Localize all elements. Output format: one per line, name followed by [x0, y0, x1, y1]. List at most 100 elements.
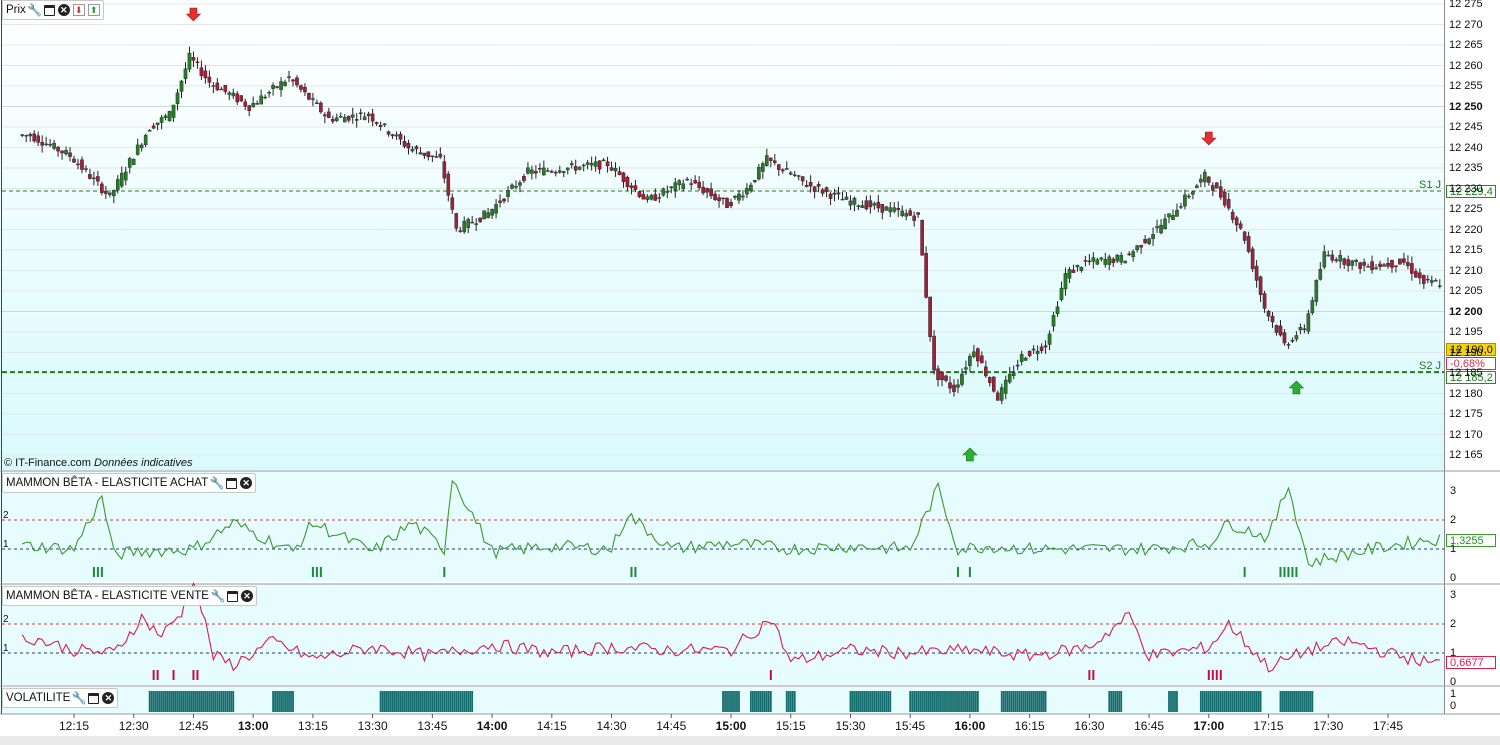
volatility-bar [274, 691, 276, 712]
candle-up [92, 177, 96, 180]
candle-up [677, 180, 682, 186]
time-axis-label: 17:30 [1313, 719, 1344, 733]
vente-axis-label: 2 [1450, 618, 1457, 630]
volatility-bar [166, 691, 169, 712]
window-icon[interactable] [226, 590, 238, 602]
candle-up [1051, 315, 1056, 327]
candle-down [824, 187, 829, 192]
price-tick-label: 12 260 [1449, 59, 1483, 72]
close-icon[interactable]: ✕ [57, 4, 70, 16]
volatility-bar [1205, 691, 1208, 712]
candle-down [550, 171, 554, 173]
candle-down [1346, 259, 1350, 266]
time-axis-label: 16:00 [954, 719, 986, 733]
volatility-bar [156, 691, 159, 712]
achat-axis-label: 1 [1450, 543, 1457, 555]
volatility-bar [162, 691, 165, 712]
volatility-bar [789, 691, 792, 712]
candle-up [1350, 260, 1354, 266]
volatility-bar [1014, 691, 1017, 712]
wrench-icon[interactable]: 🔧 [71, 691, 87, 705]
vente-last-value: 0,6677 [1446, 656, 1496, 669]
wrench-icon[interactable]: 🔧 [209, 476, 225, 490]
candle-down [988, 377, 992, 383]
close-icon[interactable]: ✕ [240, 590, 253, 602]
candle-up [1382, 264, 1386, 267]
volatility-bar [1044, 691, 1047, 712]
price-tick-label: 12 250 [1449, 100, 1483, 113]
time-axis-label: 15:45 [895, 719, 926, 733]
candle-down [247, 105, 252, 111]
change-badge: -0,68% [1446, 357, 1496, 370]
price-panel-bg [0, 0, 1444, 470]
volatility-bar [1247, 691, 1250, 712]
volatility-bar [1038, 691, 1041, 712]
candle-up [1099, 257, 1104, 260]
buy-signal-icon[interactable]: ⬆ [87, 4, 100, 16]
candle-up [884, 206, 889, 211]
window-icon[interactable] [226, 477, 238, 489]
volatility-series [148, 691, 1314, 712]
candle-up [860, 205, 865, 208]
time-axis-label: 16:15 [1014, 719, 1045, 733]
volatility-bar [214, 691, 217, 712]
candle-up [506, 190, 510, 197]
candle-up [601, 159, 606, 162]
candle-up [1047, 333, 1052, 345]
price-panel-header: Prix 🔧 ✕ ⬇ ⬆ [2, 0, 104, 20]
candle-up [904, 213, 908, 217]
volatility-bar [1301, 691, 1304, 712]
wrench-icon[interactable]: 🔧 [27, 3, 43, 17]
volatility-bar [160, 691, 163, 712]
candle-up [546, 170, 550, 172]
volatility-bar [1231, 691, 1234, 712]
candle-down [331, 118, 335, 122]
volatility-bar [282, 691, 284, 712]
wrench-icon[interactable]: 🔧 [210, 589, 226, 603]
candle-up [649, 195, 654, 200]
volatility-bar [224, 691, 227, 712]
price-tick-label: 12 255 [1449, 80, 1483, 92]
volatility-bar [1225, 691, 1228, 712]
price-tick-label: 12 175 [1449, 408, 1483, 420]
volatility-bar [761, 691, 764, 712]
signal-bar [1207, 670, 1210, 680]
volatility-bar [753, 691, 756, 712]
candle-down [1143, 239, 1147, 244]
achat-line [21, 479, 1441, 568]
volatility-bar [1022, 691, 1025, 712]
candle-down [1087, 260, 1092, 263]
volatility-bar [1112, 691, 1115, 712]
window-icon[interactable] [88, 692, 100, 704]
candle-up [119, 172, 124, 187]
window-icon[interactable] [43, 4, 55, 16]
volatility-bar [1229, 691, 1232, 712]
volatility-bar [947, 691, 949, 712]
volatility-bar [397, 691, 400, 712]
volatility-bar [1245, 691, 1248, 712]
volatility-bar [1295, 691, 1298, 712]
candle-down [151, 125, 156, 129]
candle-up [127, 158, 132, 168]
volatility-bar [867, 691, 870, 712]
close-icon[interactable]: ✕ [102, 692, 115, 704]
candle-up [844, 196, 849, 200]
volatility-bar [1279, 691, 1282, 712]
volatility-bar [849, 691, 852, 712]
candle-down [438, 153, 443, 158]
candle-down [705, 188, 709, 193]
volatility-bar [935, 691, 937, 712]
candle-up [1075, 264, 1080, 268]
volatility-bar [883, 691, 886, 712]
volatility-bar [726, 691, 728, 712]
candle-up [892, 207, 897, 212]
sell-signal-icon[interactable]: ⬇ [72, 4, 85, 16]
volatility-bar [469, 691, 472, 712]
volatility-bar [1239, 691, 1242, 712]
candle-down [1402, 258, 1406, 263]
volatility-bar [959, 691, 961, 712]
volatility-bar [728, 691, 730, 712]
close-icon[interactable]: ✕ [240, 477, 253, 489]
volatility-bar [194, 691, 197, 712]
